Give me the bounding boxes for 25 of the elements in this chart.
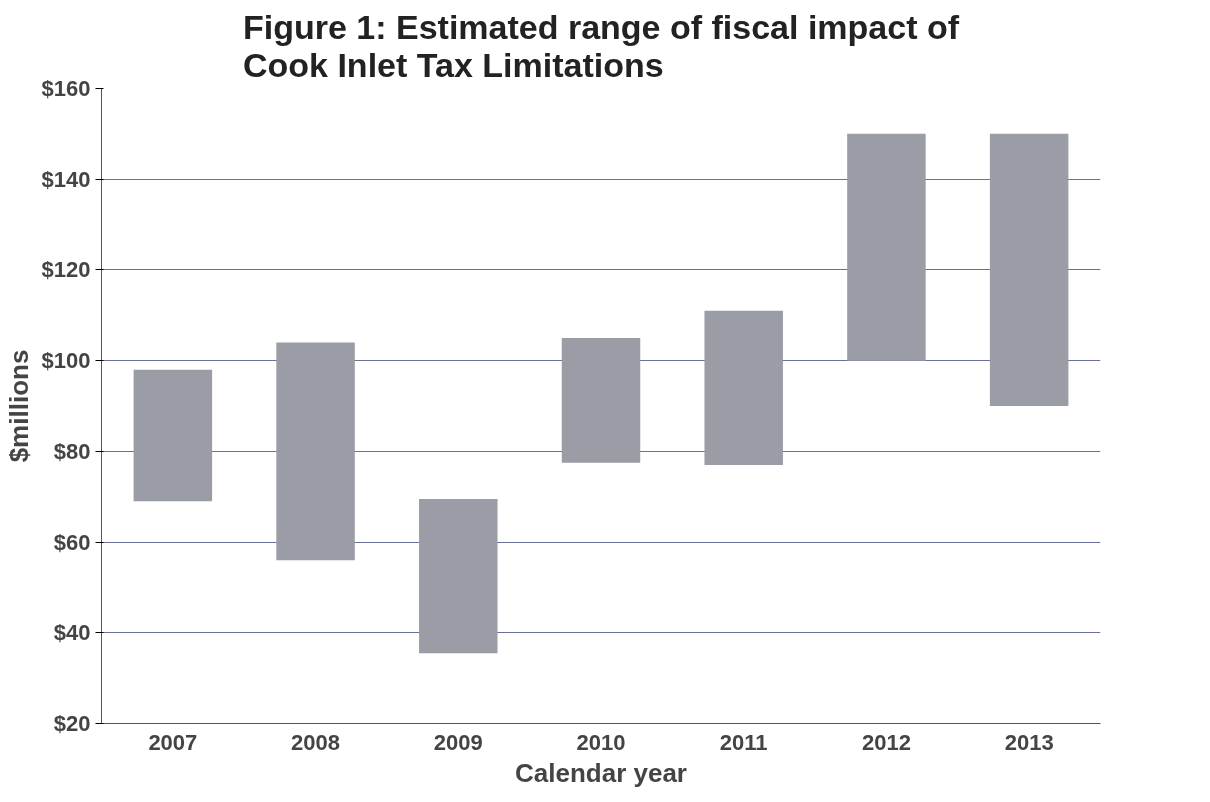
x-tick-label: 2012 [861, 729, 911, 755]
bar [847, 133, 926, 361]
x-tick-label: 2013 [1004, 729, 1054, 755]
bar [133, 369, 213, 502]
y-tick-label: $140 [41, 166, 91, 192]
y-tick-label: $20 [53, 711, 91, 736]
x-tick-label: 2009 [433, 729, 483, 755]
x-tick-label: 2008 [291, 729, 341, 755]
x-tick-label: 2010 [576, 729, 626, 755]
bar [989, 133, 1069, 406]
bar [419, 498, 498, 654]
y-tick-label: $100 [41, 348, 91, 374]
y-tick-label: $80 [53, 438, 91, 464]
y-tick-label: $60 [53, 529, 91, 555]
bar [704, 310, 783, 465]
bar [276, 342, 355, 561]
x-tick-label: 2011 [719, 729, 768, 755]
x-axis-title: Calendar year [515, 757, 687, 788]
y-axis-title: $millions [3, 349, 34, 463]
chart-title: Figure 1: Estimated range of fiscal impact of Cook Inlet Tax Limitations [242, 7, 960, 84]
x-tick-label: 2007 [148, 729, 198, 755]
bar [561, 337, 641, 463]
y-tick-label: $40 [53, 620, 91, 646]
y-tick-label: $120 [41, 257, 91, 283]
y-tick-label: $160 [41, 76, 91, 101]
